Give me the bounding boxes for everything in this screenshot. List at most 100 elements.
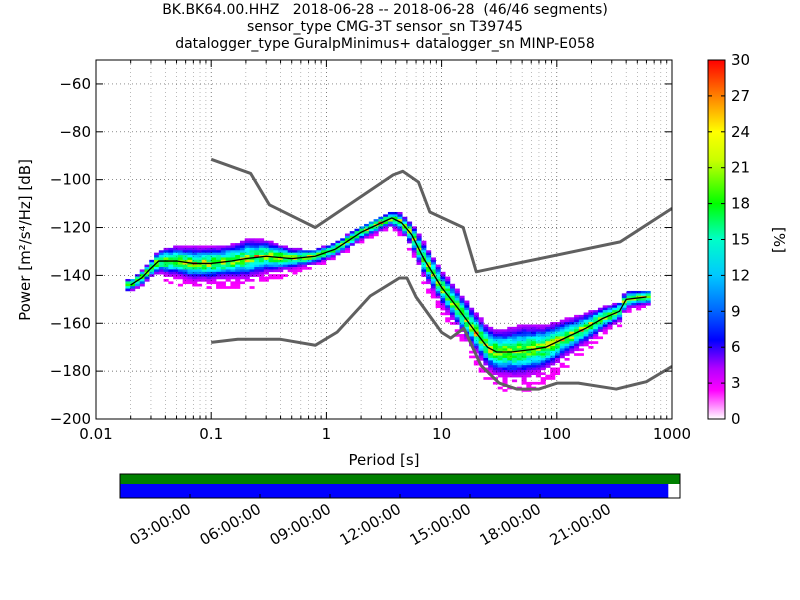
heatmap-cell [292, 250, 298, 253]
heatmap-cell [144, 278, 150, 282]
heatmap-cell [540, 357, 546, 361]
heatmap-cell [368, 231, 374, 234]
heatmap-cell [435, 278, 441, 282]
heatmap-cell [645, 302, 651, 306]
heatmap-cell [502, 353, 508, 356]
heatmap-cell [125, 283, 131, 287]
heatmap-cell [244, 278, 250, 282]
heatmap-cell [535, 353, 541, 356]
heatmap-cell [325, 245, 331, 249]
heatmap-cell [349, 238, 355, 241]
heatmap-cell [163, 250, 169, 253]
heatmap-cell [182, 255, 188, 258]
heatmap-cell [230, 255, 236, 258]
heatmap-cell [402, 221, 408, 225]
heatmap-cell [297, 250, 303, 253]
colorbar-tick-label: 6 [731, 338, 741, 356]
heatmap-cell [521, 377, 527, 380]
heatmap-cell [163, 255, 169, 258]
heatmap-cell [139, 269, 145, 273]
heatmap-cell [177, 269, 183, 273]
heatmap-cell [435, 274, 441, 277]
heatmap-cell [225, 262, 231, 265]
heatmap-cell [387, 223, 393, 227]
heatmap-cell [192, 276, 198, 280]
heatmap-cell [426, 281, 432, 285]
heatmap-cell [621, 293, 627, 297]
heatmap-cell [545, 362, 551, 366]
heatmap-cell [445, 317, 451, 320]
heatmap-cell [220, 257, 226, 261]
heatmap-cell [254, 264, 260, 268]
heatmap-cell [206, 278, 212, 282]
heatmap-cell [631, 293, 637, 297]
heatmap-cell [535, 324, 541, 328]
heatmap-cell [306, 250, 312, 253]
heatmap-cell [134, 281, 141, 285]
heatmap-cell [574, 319, 580, 323]
heatmap-cell [177, 252, 183, 256]
heatmap-cell [316, 247, 322, 251]
heatmap-cell [407, 238, 413, 241]
heatmap-cell [578, 336, 584, 340]
heatmap-cell [531, 372, 537, 376]
heatmap-cell [512, 329, 518, 332]
heatmap-cell [578, 324, 584, 328]
heatmap-cell [239, 274, 246, 277]
heatmap-cell [225, 247, 231, 251]
heatmap-cell [449, 312, 456, 316]
heatmap-cell [154, 267, 160, 270]
heatmap-cell [230, 286, 236, 289]
heatmap-cell [435, 288, 441, 292]
y-axis-label: Power [m²/s⁴/Hz] [dB] [16, 159, 34, 321]
heatmap-cell [569, 341, 575, 344]
heatmap-cell [201, 245, 207, 249]
heatmap-cell [488, 365, 494, 368]
heatmap-cell [473, 319, 479, 323]
heatmap-cell [216, 252, 222, 256]
heatmap-cell [578, 319, 584, 323]
heatmap-cell [421, 271, 427, 275]
heatmap-cell [531, 338, 537, 342]
heatmap-cell [478, 324, 484, 328]
heatmap-cell [220, 267, 226, 270]
heatmap-cell [268, 243, 274, 246]
heatmap-cell [239, 259, 246, 263]
timeline-tick-label: 21:00:00 [547, 500, 614, 549]
heatmap-cell [497, 343, 503, 347]
heatmap-cell [492, 372, 499, 376]
heatmap-cell [220, 271, 226, 275]
heatmap-cell [330, 250, 336, 253]
heatmap-cell [206, 274, 212, 277]
heatmap-cell [559, 353, 565, 356]
heatmap-cell [464, 326, 470, 330]
heatmap-cell [173, 250, 179, 253]
heatmap-cell [469, 317, 475, 320]
heatmap-cell [526, 372, 532, 376]
heatmap-cell [168, 264, 174, 268]
heatmap-cell [531, 334, 537, 337]
heatmap-cell [502, 357, 508, 361]
heatmap-cell [540, 362, 546, 366]
heatmap-cell [626, 295, 632, 299]
heatmap-cell [588, 322, 594, 325]
heatmap-cell [521, 331, 527, 335]
heatmap-cell [473, 324, 479, 328]
heatmap-cell [411, 255, 417, 258]
heatmap-cell [244, 250, 250, 253]
heatmap-cell [597, 310, 604, 313]
heatmap-cell [478, 348, 484, 352]
heatmap-cell [239, 247, 246, 251]
heatmap-cell [569, 336, 575, 340]
heatmap-cell [149, 264, 155, 268]
heatmap-cell [507, 331, 513, 335]
heatmap-cell [640, 290, 646, 294]
heatmap-cell [516, 331, 522, 335]
heatmap-cell [449, 298, 456, 301]
heatmap-cell [574, 324, 580, 328]
heatmap-cell [602, 329, 608, 332]
heatmap-cell [268, 259, 274, 263]
heatmap-cell [554, 326, 561, 330]
heatmap-cell [602, 305, 608, 309]
heatmap-cell [526, 336, 532, 340]
